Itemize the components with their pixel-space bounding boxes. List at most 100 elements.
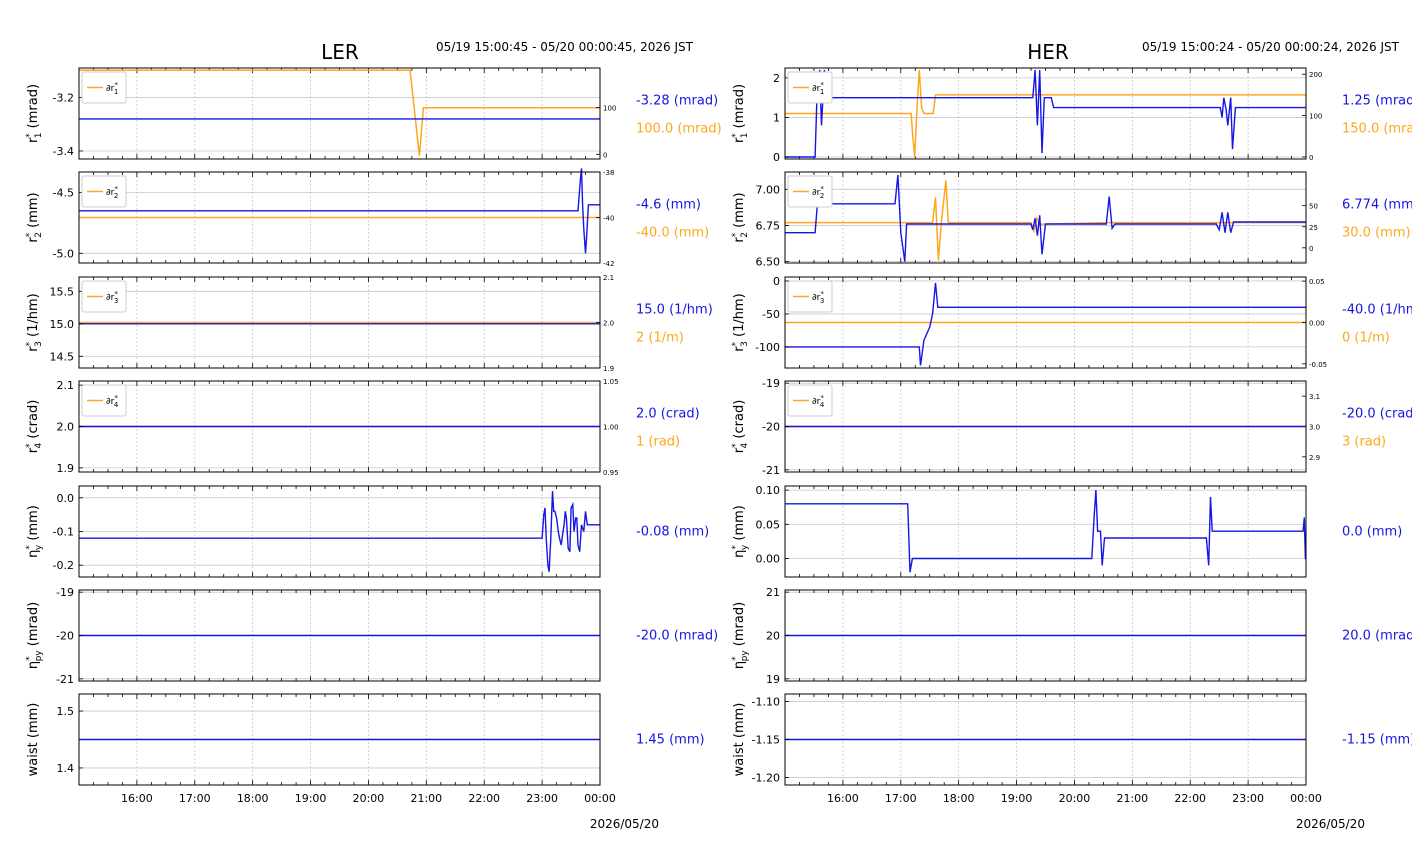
current-value-primary: -0.08 (mm) (636, 525, 709, 540)
y2-tick-label: 0.95 (603, 469, 619, 477)
y-tick-label: 15.0 (50, 318, 75, 331)
x-tick-label: 21:00 (1116, 792, 1148, 805)
x-tick-label: 17:00 (179, 792, 211, 805)
y-tick-label: 1.9 (57, 462, 75, 475)
y2-tick-label: 50 (1309, 203, 1318, 211)
y-tick-label: -3.2 (53, 91, 74, 104)
y2-tick-label: 1.00 (603, 424, 619, 432)
x-axis-date-label: 2026/05/20 (590, 817, 659, 831)
subplot-row: 0.05 0.00 -0.05 0 -50 -100 ∂r* 3 r*3 (1/hm) -40.0… (731, 275, 1412, 369)
subplot-row: 0.0 -0.1 -0.2 η*y (mm) -0.08 (mm) (25, 485, 709, 578)
y-axis-label: r*3 (1/hm) (25, 293, 44, 351)
subplot-frame (78, 276, 601, 369)
y-tick-label: -1.10 (752, 696, 780, 709)
subplot-row: 1.5 1.4 waist (mm) 1.45 (mm) 16:00 17:00 18:00… (26, 693, 705, 831)
subplot-row: 200 100 0 2 1 0 ∂r* 1 r*1 (mrad) 1.25 (mrad) 150.0… (731, 67, 1412, 164)
current-value-primary: 2.0 (crad) (636, 407, 700, 422)
subplot-row: 21 20 19 η*py (mrad) 20.0 (mrad) (731, 586, 1412, 686)
y-tick-label: 1.4 (57, 762, 75, 775)
y-axis-label: r*3 (1/hm) (731, 293, 750, 351)
legend-label: ∂r* 3 (106, 290, 118, 305)
y-tick-label: 0 (773, 151, 780, 164)
current-value-secondary: -40.0 (mm) (636, 226, 709, 241)
x-tick-label: 23:00 (526, 792, 558, 805)
x-tick-label: 16:00 (121, 792, 153, 805)
subplot-row: -1.10 -1.15 -1.20 waist (mm) -1.15 (mm) 16:00… (732, 693, 1412, 831)
current-value-secondary: 1 (rad) (636, 435, 680, 450)
x-tick-label: 16:00 (827, 792, 859, 805)
legend-box (81, 384, 127, 417)
series-primary-line (79, 168, 600, 254)
current-value-secondary: 100.0 (mrad) (636, 122, 722, 137)
x-tick-label: 22:00 (468, 792, 500, 805)
y2-tick-label: 1.05 (603, 378, 619, 386)
y-tick-label: -3.4 (53, 145, 74, 158)
subplot-frame (784, 171, 1307, 264)
series-primary-line (785, 69, 1306, 158)
current-value-secondary: 30.0 (mm) (1342, 226, 1411, 241)
current-value-primary: -3.28 (mrad) (636, 94, 718, 109)
current-value-secondary: 2 (1/m) (636, 331, 684, 346)
subplot-frame (784, 276, 1307, 369)
current-value-secondary: 0 (1/m) (1342, 331, 1390, 346)
subplot-frame (784, 589, 1307, 682)
y-tick-label: 6.50 (756, 256, 781, 269)
current-value-primary: -20.0 (mrad) (636, 629, 718, 644)
legend-box (787, 384, 833, 417)
y-tick-label: 19 (766, 673, 780, 686)
y-tick-label: -50 (762, 308, 780, 321)
subplot-row: 100 0 -3.2 -3.4 ∂r* 1 r*1 (mrad) -3.28 (mrad) 10… (25, 67, 722, 160)
y-tick-label: -4.5 (53, 187, 74, 200)
y-tick-label: 0.05 (756, 518, 781, 531)
y-tick-label: 0 (773, 275, 780, 288)
x-tick-label: 21:00 (410, 792, 442, 805)
x-tick-label: 19:00 (1001, 792, 1033, 805)
subplot-row: 2.1 2.0 1.9 15.5 15.0 14.5 ∂r* 3 r*3 (1/hm) 15.0 … (25, 274, 713, 373)
current-value-primary: 1.25 (mrad) (1342, 94, 1412, 109)
series-secondary-line (785, 70, 1306, 157)
series-primary-line (785, 490, 1307, 573)
y-axis-label: η*y (mm) (25, 505, 44, 558)
legend-box (787, 71, 833, 104)
y-tick-label: 0.0 (57, 492, 75, 505)
x-tick-label: 20:00 (1059, 792, 1091, 805)
legend-label: ∂r* 3 (812, 290, 824, 305)
y2-tick-label: 200 (1309, 71, 1322, 79)
subplot-row: 3.1 3.0 2.9 -19 -20 -21 ∂r* 4 r*4 (crad) -20.0 (c… (731, 377, 1412, 477)
legend-box (787, 175, 833, 208)
x-tick-label: 18:00 (237, 792, 269, 805)
y-tick-label: -20 (762, 421, 780, 434)
legend-label: ∂r* 1 (812, 81, 824, 96)
subplot-row: 1.05 1.00 0.95 2.1 2.0 1.9 ∂r* 4 r*4 (crad) 2.0 (… (25, 378, 700, 477)
y2-tick-label: 0.05 (1309, 278, 1325, 286)
y-tick-label: 0.10 (756, 484, 781, 497)
y-tick-label: 20 (766, 630, 780, 643)
x-axis-date-label: 2026/05/20 (1296, 817, 1365, 831)
y2-tick-label: 1.9 (603, 365, 614, 373)
y2-tick-label: -38 (603, 169, 614, 177)
y-axis-label: r*1 (mrad) (731, 84, 750, 143)
y-tick-label: 2.0 (57, 421, 75, 434)
subplot-row: 50 25 0 7.00 6.75 6.50 ∂r* 2 r*2 (mm) 6.774 (mm) 3… (731, 171, 1412, 269)
current-value-primary: -40.0 (1/hm) (1342, 303, 1412, 318)
series-primary-line (79, 491, 600, 573)
current-value-primary: -20.0 (crad) (1342, 407, 1412, 422)
y-tick-label: -21 (56, 673, 74, 686)
y-tick-label: -1.20 (752, 771, 780, 784)
y-tick-label: -5.0 (53, 247, 74, 260)
x-tick-label: 19:00 (295, 792, 327, 805)
y-axis-label: η*py (mrad) (25, 602, 44, 669)
panel-her: HER 05/19 15:00:24 - 05/20 00:00:24, 2026… (731, 40, 1412, 831)
y-tick-label: 2 (773, 72, 780, 85)
y-axis-label: η*y (mm) (731, 505, 750, 558)
y-tick-label: -0.2 (53, 559, 74, 572)
x-tick-label: 00:00 (1290, 792, 1322, 805)
y2-tick-label: -42 (603, 260, 614, 268)
panel-title: LER (321, 40, 359, 64)
y2-tick-label: 3.0 (1309, 424, 1320, 432)
y-tick-label: 6.75 (756, 219, 781, 232)
time-range: 05/19 15:00:24 - 05/20 00:00:24, 2026 JS… (1142, 40, 1400, 54)
subplot-row: 0.10 0.05 0.00 η*y (mm) 0.0 (mm) (731, 484, 1402, 578)
y-axis-label: r*1 (mrad) (25, 84, 44, 143)
legend-box (81, 175, 127, 208)
